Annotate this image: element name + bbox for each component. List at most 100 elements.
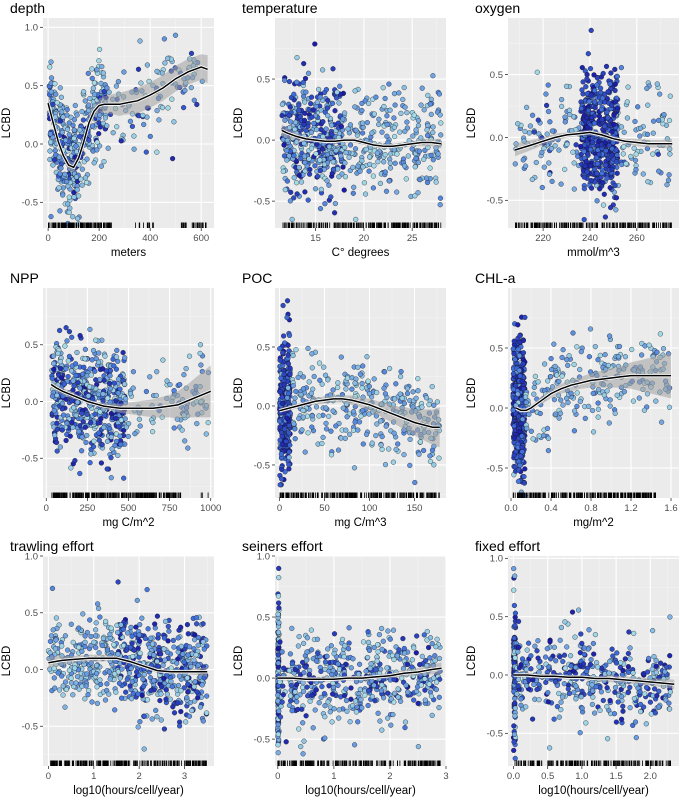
y-tick-label: 0.5 xyxy=(257,342,270,353)
data-point xyxy=(287,442,293,448)
data-point xyxy=(355,163,361,169)
data-point xyxy=(352,419,358,425)
data-point xyxy=(387,365,393,372)
data-point xyxy=(595,406,601,412)
data-point xyxy=(302,99,308,105)
data-point xyxy=(121,475,127,481)
data-point xyxy=(380,85,386,91)
data-point xyxy=(430,129,436,136)
data-point xyxy=(281,142,287,148)
x-tick-label: 400 xyxy=(142,233,158,244)
data-point xyxy=(582,415,588,421)
data-point xyxy=(531,129,537,135)
data-point xyxy=(63,366,69,372)
data-point xyxy=(366,168,372,174)
data-point xyxy=(603,162,609,168)
data-point xyxy=(565,399,571,406)
data-point xyxy=(172,32,179,38)
data-point xyxy=(284,395,290,401)
data-point xyxy=(387,160,393,166)
data-point xyxy=(637,133,643,139)
data-point xyxy=(375,159,381,165)
data-point xyxy=(359,385,365,391)
data-point xyxy=(430,124,436,130)
data-point xyxy=(624,115,630,121)
data-point xyxy=(308,101,314,107)
data-point xyxy=(616,343,623,350)
data-point xyxy=(401,400,407,407)
data-point xyxy=(63,437,69,444)
data-point xyxy=(91,160,97,166)
data-point xyxy=(530,436,536,442)
data-point xyxy=(65,358,71,364)
data-point xyxy=(156,117,162,123)
data-point xyxy=(70,424,76,430)
data-point xyxy=(614,73,620,79)
data-point xyxy=(618,65,624,71)
data-point xyxy=(62,343,68,349)
data-point xyxy=(621,144,627,150)
data-point xyxy=(137,423,143,429)
data-point xyxy=(324,152,330,158)
data-point xyxy=(650,130,656,136)
data-point xyxy=(609,129,615,135)
data-point xyxy=(535,117,541,123)
data-point xyxy=(143,388,149,395)
data-point xyxy=(529,176,535,183)
data-point xyxy=(88,372,94,378)
data-point xyxy=(595,357,601,363)
data-point xyxy=(113,366,119,372)
data-point xyxy=(70,214,76,220)
data-point xyxy=(544,102,550,108)
data-point xyxy=(281,371,287,377)
data-point xyxy=(323,405,329,411)
data-point xyxy=(287,198,293,204)
data-point xyxy=(66,194,72,200)
data-point xyxy=(519,444,525,450)
data-point xyxy=(66,353,72,359)
data-point xyxy=(654,81,660,87)
data-point xyxy=(51,408,57,414)
data-point xyxy=(317,206,324,212)
data-point xyxy=(511,351,517,357)
data-point xyxy=(549,178,555,184)
data-point xyxy=(197,350,203,356)
x-tick-label: 260 xyxy=(629,233,645,244)
x-tick-label: 20 xyxy=(359,233,370,244)
data-point xyxy=(111,363,117,369)
data-point xyxy=(347,142,354,148)
data-point xyxy=(305,70,312,76)
data-point xyxy=(96,430,102,436)
data-point xyxy=(51,157,57,163)
data-point xyxy=(316,413,322,419)
data-point xyxy=(592,99,598,105)
data-point xyxy=(141,121,147,128)
data-point xyxy=(579,87,585,93)
data-point xyxy=(96,120,102,126)
data-point xyxy=(294,55,300,61)
data-point xyxy=(410,389,416,395)
data-point xyxy=(596,387,602,393)
data-point xyxy=(522,466,528,472)
data-point xyxy=(437,195,444,201)
data-point xyxy=(57,171,63,177)
data-point xyxy=(438,132,444,138)
data-point xyxy=(48,214,54,220)
data-point xyxy=(122,381,128,387)
data-point xyxy=(309,351,315,357)
data-point xyxy=(421,107,427,113)
data-point xyxy=(50,101,56,107)
data-point xyxy=(330,408,336,414)
data-point xyxy=(285,361,291,367)
data-point xyxy=(604,388,610,394)
data-point xyxy=(315,173,321,179)
data-point xyxy=(630,398,636,404)
data-point xyxy=(92,411,98,417)
data-point xyxy=(71,405,77,411)
data-point xyxy=(309,94,315,100)
data-point xyxy=(326,144,332,150)
data-point xyxy=(523,163,529,169)
data-point xyxy=(111,380,117,386)
data-point xyxy=(520,350,527,356)
data-point xyxy=(330,66,336,72)
